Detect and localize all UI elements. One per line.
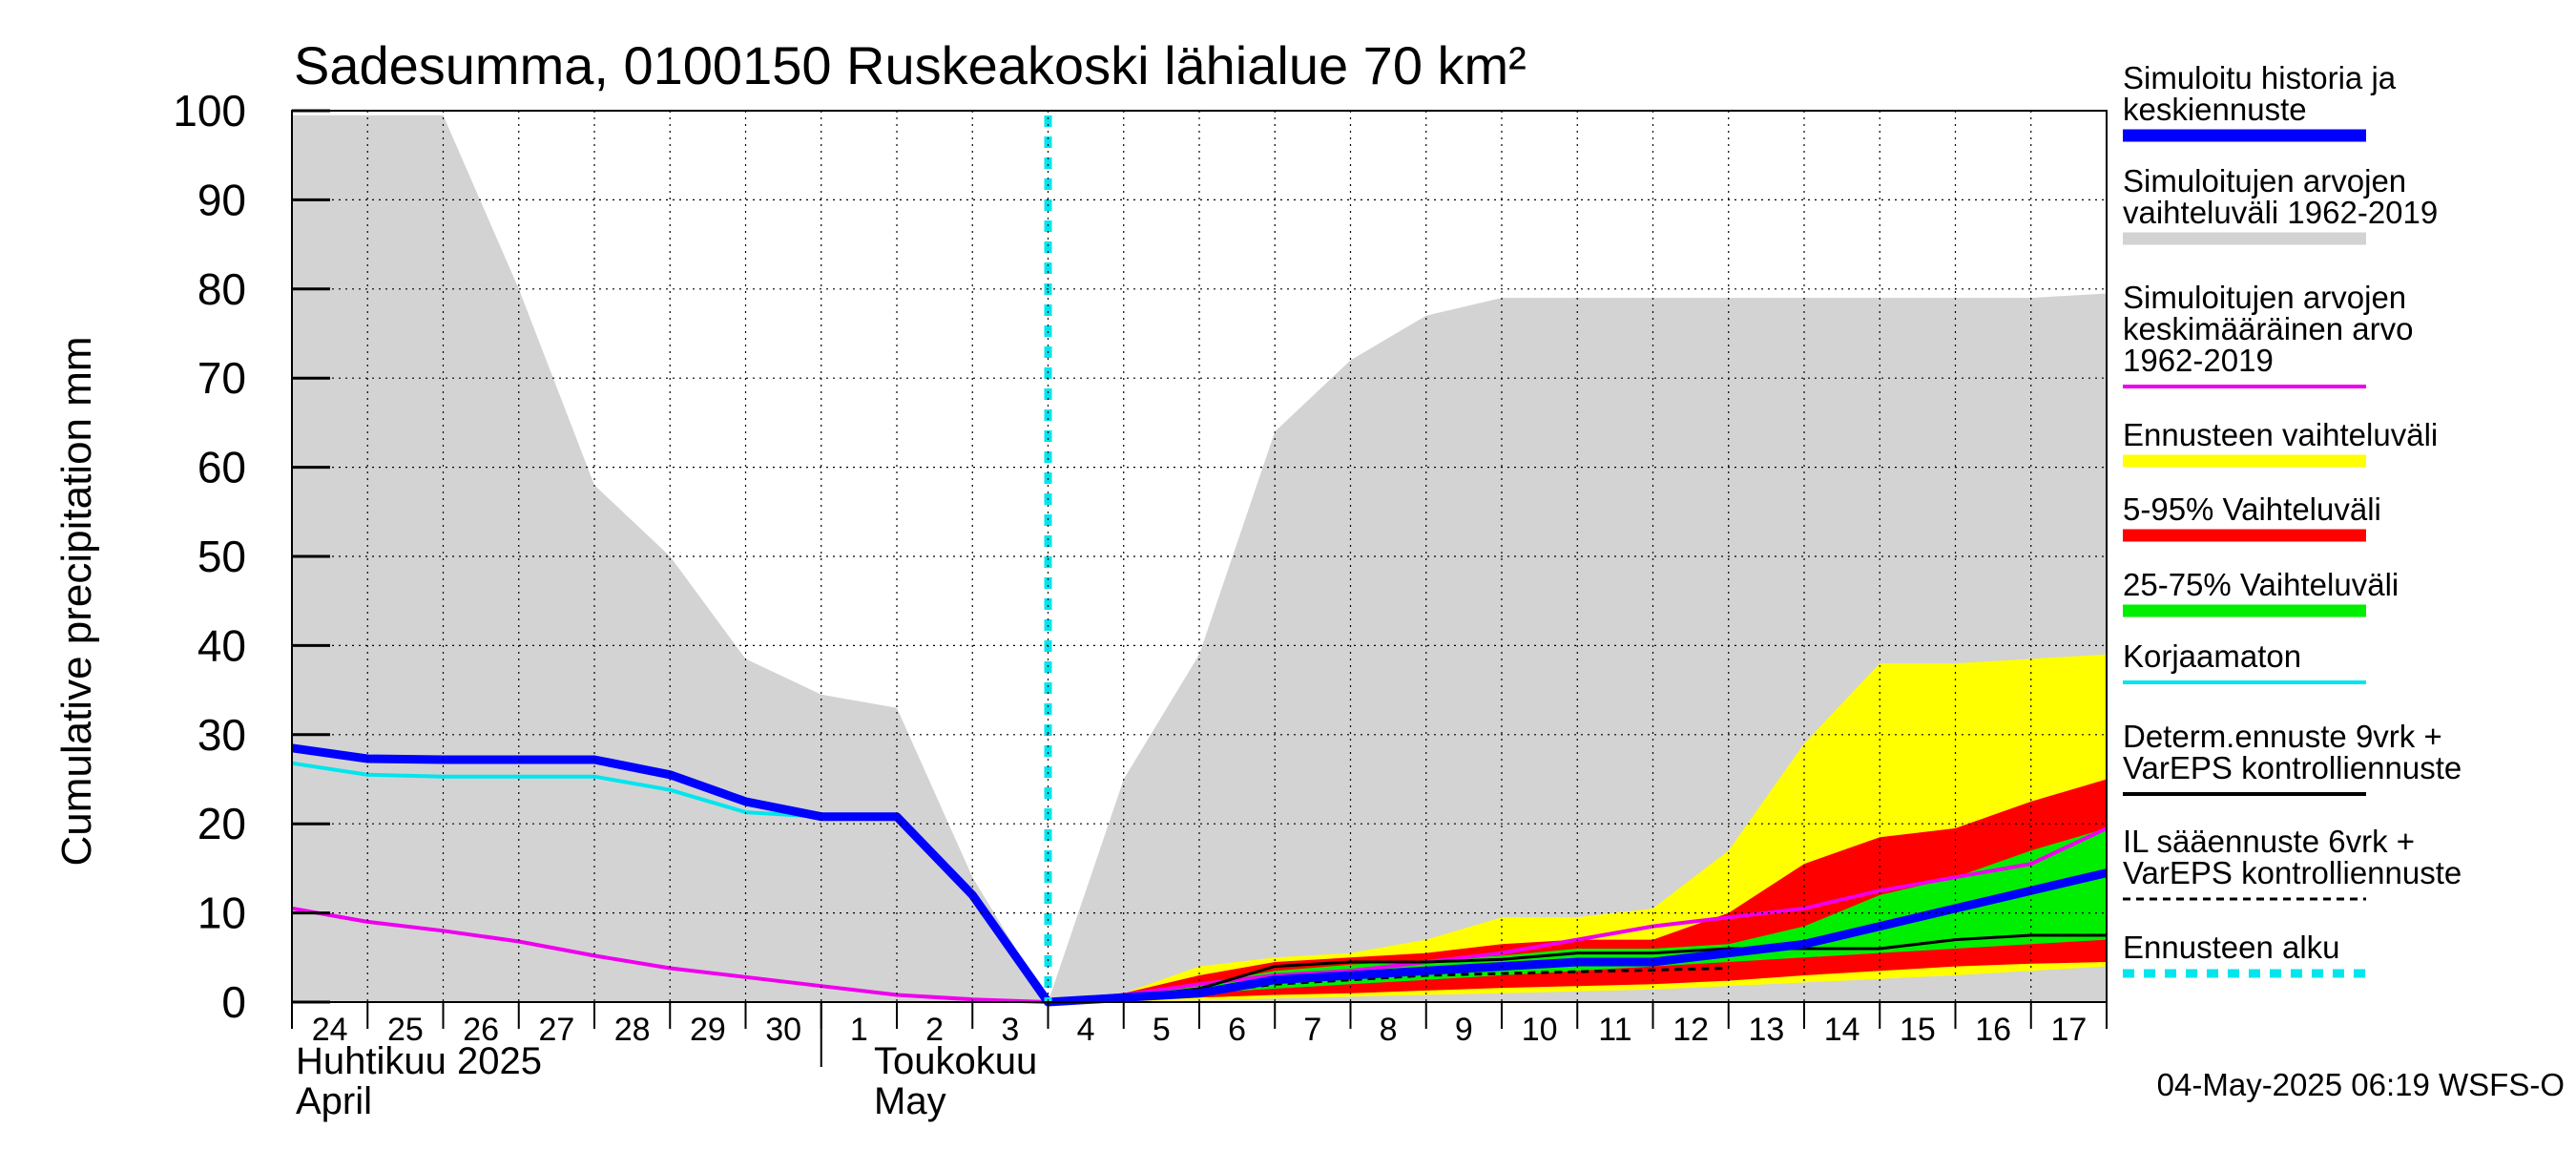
legend-label: Korjaamaton [2123, 638, 2301, 674]
x-tick-label: 1 [850, 1012, 868, 1048]
x-tick-label: 9 [1455, 1012, 1473, 1048]
x-tick-label: 7 [1303, 1012, 1321, 1048]
x-tick-label: 30 [765, 1012, 801, 1048]
x-tick-label: 26 [463, 1012, 499, 1048]
legend-label: Ennusteen alku [2123, 930, 2340, 965]
x-tick-label: 16 [1975, 1012, 2011, 1048]
x-tick-label: 2 [925, 1012, 944, 1048]
x-tick-label: 8 [1380, 1012, 1398, 1048]
y-tick-label: 100 [173, 86, 246, 136]
x-tick-label: 5 [1153, 1012, 1171, 1048]
legend-label: 25-75% Vaihteluväli [2123, 567, 2399, 602]
x-tick-label: 12 [1672, 1012, 1709, 1048]
y-tick-label: 30 [197, 710, 246, 760]
legend-label: Ennusteen vaihteluväli [2123, 417, 2438, 452]
y-tick-label: 70 [197, 353, 246, 403]
x-tick-label: 15 [1900, 1012, 1936, 1048]
legend-label: VarEPS kontrolliennuste [2123, 855, 2462, 890]
x-tick-label: 24 [312, 1012, 348, 1048]
x-tick-label: 3 [1001, 1012, 1019, 1048]
legend-label: VarEPS kontrolliennuste [2123, 750, 2462, 785]
legend-label: Simuloitu historia ja [2123, 60, 2397, 95]
y-tick-label: 90 [197, 175, 246, 224]
x-tick-label: 17 [2050, 1012, 2087, 1048]
y-tick-label: 20 [197, 799, 246, 848]
x-tick-label: 11 [1598, 1012, 1631, 1048]
legend-label: 5-95% Vaihteluväli [2123, 491, 2381, 527]
legend-label: Simuloitujen arvojen [2123, 163, 2406, 199]
y-tick-label: 60 [197, 443, 246, 492]
month-label: Toukokuu [874, 1040, 1037, 1082]
legend-label: keskiennuste [2123, 92, 2307, 127]
x-tick-label: 29 [690, 1012, 726, 1048]
timestamp: 04-May-2025 06:19 WSFS-O [2157, 1067, 2565, 1102]
legend-label: keskimääräinen arvo [2123, 311, 2413, 346]
x-tick-label: 27 [538, 1012, 574, 1048]
y-tick-label: 0 [221, 977, 246, 1027]
historical-mean-line [291, 826, 2108, 1004]
legend-label: Determ.ennuste 9vrk + [2123, 719, 2442, 754]
chart-title: Sadesumma, 0100150 Ruskeakoski lähialue … [294, 35, 1527, 95]
y-axis-label: Cumulative precipitation mm [53, 336, 100, 866]
y-tick-label: 50 [197, 532, 246, 581]
x-tick-label: 13 [1748, 1012, 1784, 1048]
x-tick-label: 10 [1522, 1012, 1558, 1048]
x-tick-label: 14 [1824, 1012, 1860, 1048]
legend-label: vaihteluväli 1962-2019 [2123, 195, 2438, 230]
legend-label: 1962-2019 [2123, 343, 2274, 378]
x-tick-label: 6 [1228, 1012, 1246, 1048]
legend-label: IL sääennuste 6vrk + [2123, 824, 2415, 859]
month-label: Huhtikuu 2025 [296, 1040, 542, 1082]
x-tick-label: 25 [387, 1012, 424, 1048]
month-label-english: April [296, 1080, 372, 1122]
legend-label: Simuloitujen arvojen [2123, 280, 2406, 315]
y-tick-label: 10 [197, 889, 246, 938]
y-tick-label: 80 [197, 264, 246, 314]
month-label-english: May [874, 1080, 946, 1122]
y-tick-label: 40 [197, 620, 246, 670]
x-tick-label: 4 [1077, 1012, 1095, 1048]
x-tick-label: 28 [614, 1012, 651, 1048]
